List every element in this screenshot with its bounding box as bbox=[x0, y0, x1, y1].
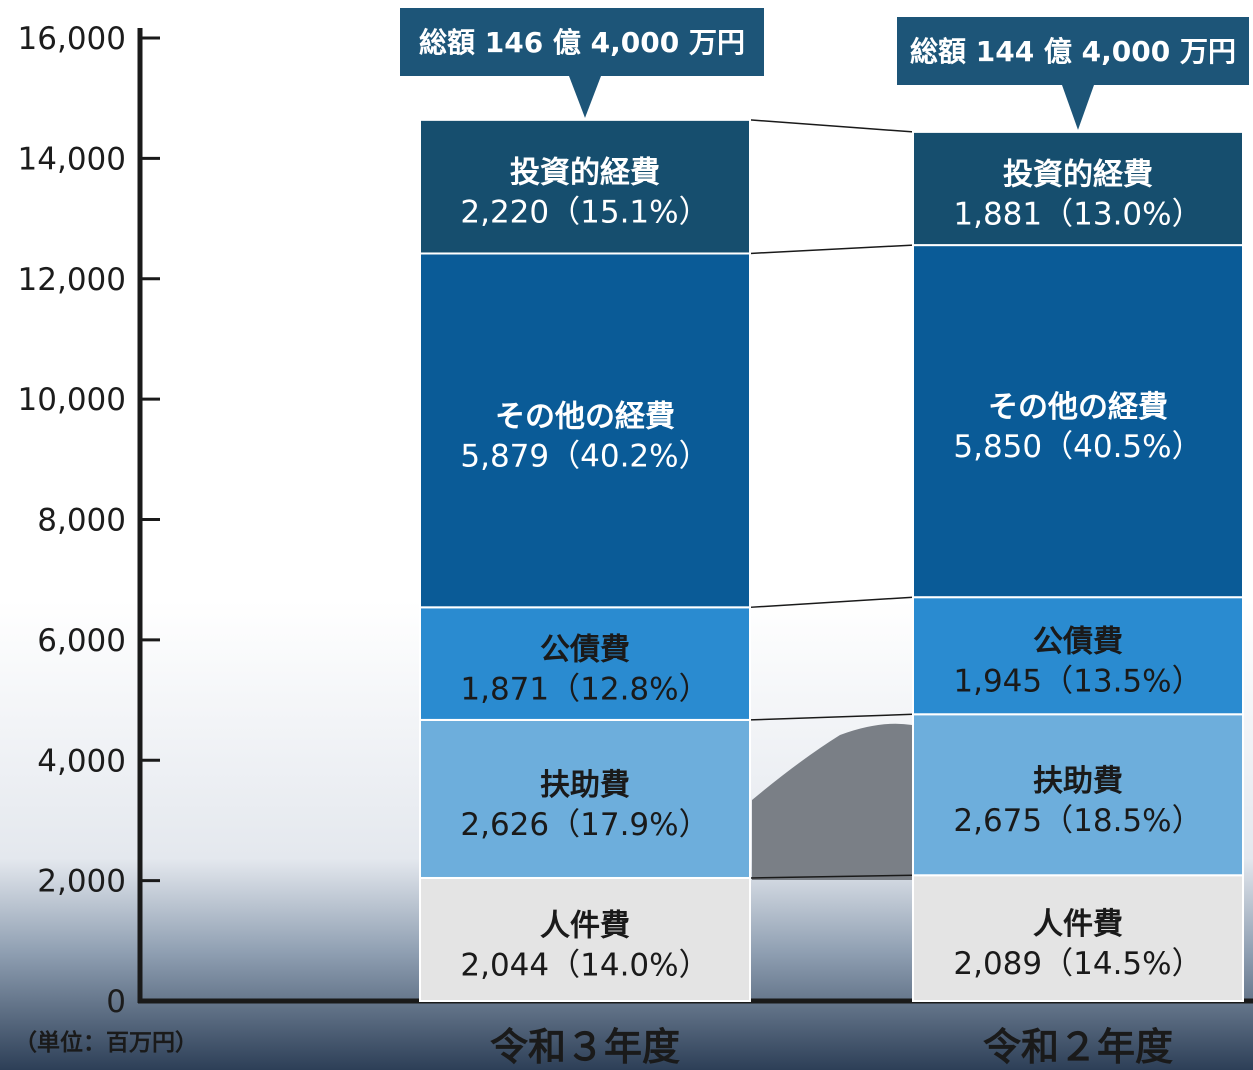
bar-segment bbox=[912, 244, 1244, 599]
segment-name-label: 公債費 bbox=[540, 633, 630, 668]
segment-value-label: 1,881（13.0%） bbox=[953, 196, 1202, 232]
y-tick-label: 12,000 bbox=[18, 262, 126, 298]
connector-line bbox=[749, 119, 914, 133]
total-callouts: 総額 146 億 4,000 万円 総額 144 億 4,000 万円 bbox=[400, 8, 1249, 130]
y-tick-label: 10,000 bbox=[18, 382, 126, 418]
segment-name-label: 人件費 bbox=[540, 908, 630, 943]
segment-value-label: 5,850（40.5%） bbox=[953, 429, 1202, 465]
y-tick-label: 14,000 bbox=[18, 141, 126, 177]
y-tick-label: 2,000 bbox=[37, 864, 126, 900]
connector-lines bbox=[749, 119, 914, 879]
segment-name-label: 投資的経費 bbox=[510, 156, 660, 191]
segment-name-label: その他の経費 bbox=[495, 399, 675, 434]
total-callout-box bbox=[400, 8, 764, 76]
category-label: 令和３年度 bbox=[490, 1025, 680, 1069]
connector-line bbox=[749, 874, 914, 879]
bar-segment bbox=[419, 606, 751, 721]
y-tick-label: 8,000 bbox=[37, 503, 126, 539]
total-callout-box bbox=[897, 17, 1249, 85]
connector-line bbox=[749, 713, 914, 721]
bar-segment bbox=[419, 876, 751, 1002]
callout-pointer bbox=[569, 76, 601, 118]
bar-segment bbox=[912, 130, 1244, 247]
segment-name-label: 投資的経費 bbox=[1003, 157, 1153, 192]
segment-value-label: 2,220（15.1%） bbox=[460, 195, 709, 231]
bar-segment bbox=[419, 252, 751, 609]
segment-name-label: その他の経費 bbox=[988, 390, 1168, 425]
connector-line bbox=[749, 596, 914, 609]
callout-pointer bbox=[1062, 85, 1094, 130]
segment-value-label: 1,945（13.5%） bbox=[953, 664, 1202, 700]
category-label: 令和２年度 bbox=[983, 1025, 1173, 1069]
bars: 人件費 2,044（14.0%） 扶助費 2,626（17.9%） 公債費 1,871（1… bbox=[419, 118, 1244, 1069]
y-tick-label: 0 bbox=[106, 984, 126, 1020]
segment-name-label: 扶助費 bbox=[540, 768, 630, 803]
y-tick-label: 4,000 bbox=[37, 743, 126, 779]
total-callout-text: 総額 146 億 4,000 万円 bbox=[419, 26, 745, 59]
y-tick-label: 16,000 bbox=[18, 21, 126, 57]
segment-value-label: 2,044（14.0%） bbox=[460, 947, 709, 983]
segment-name-label: 人件費 bbox=[1033, 907, 1123, 942]
y-axis: 0 2,000 4,000 6,000 8,000 10,000 12,000 14,000 1… bbox=[18, 21, 1253, 1020]
unit-label: （単位：百万円） bbox=[14, 1029, 198, 1056]
segment-name-label: 扶助費 bbox=[1033, 764, 1123, 799]
segment-value-label: 5,879（40.2%） bbox=[460, 438, 709, 474]
segment-value-label: 1,871（12.8%） bbox=[460, 672, 709, 708]
segment-value-label: 2,089（14.5%） bbox=[953, 946, 1202, 982]
bar-segment bbox=[419, 118, 751, 255]
y-tick-label: 6,000 bbox=[37, 623, 126, 659]
segment-name-label: 公債費 bbox=[1033, 625, 1123, 660]
bar-segment bbox=[912, 713, 1244, 877]
segment-value-label: 2,626（17.9%） bbox=[460, 807, 709, 843]
segment-value-label: 2,675（18.5%） bbox=[953, 803, 1202, 839]
bar-segment bbox=[912, 874, 1244, 1002]
bar-segment bbox=[912, 596, 1244, 716]
total-callout-text: 総額 144 億 4,000 万円 bbox=[910, 35, 1236, 68]
connector-line bbox=[749, 244, 914, 255]
